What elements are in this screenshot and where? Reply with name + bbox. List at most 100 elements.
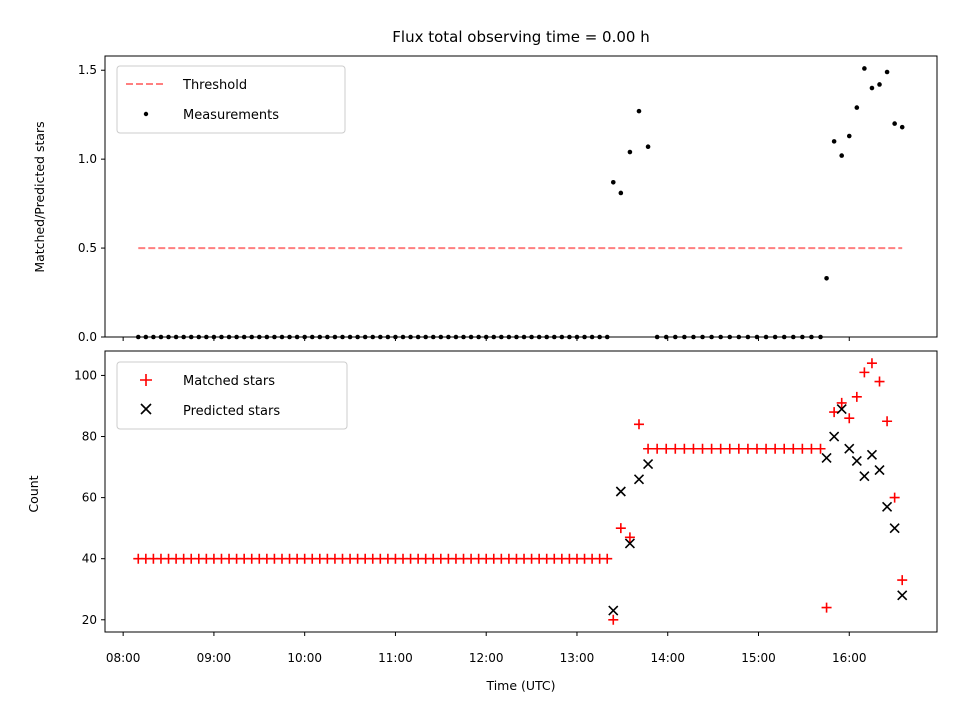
matched-star-point	[624, 532, 635, 543]
measurement-point	[196, 334, 202, 340]
measurement-point	[610, 179, 616, 185]
bottom-plot: 20 40 60 80 100 08:00 09:00 10:00 11:00 12:00 13:0…	[74, 350, 938, 665]
measurement-point	[877, 82, 882, 87]
bottom-y-axis-label: Count	[26, 475, 41, 512]
measurement-point	[143, 334, 149, 340]
measurement-point	[700, 334, 705, 340]
measurement-point	[279, 334, 285, 340]
legend-matched-label: Matched stars	[183, 374, 275, 389]
measurement-point	[763, 334, 769, 340]
measurement-point	[754, 334, 760, 340]
measurement-point	[884, 69, 890, 75]
measurement-point	[226, 334, 232, 340]
top-plot: 0.0 0.5 1.0 1.5	[78, 55, 938, 344]
matched-star-point	[715, 443, 726, 454]
predicted-star-point	[829, 431, 840, 442]
measurement-point	[582, 334, 587, 340]
x-axis-label: Time (UTC)	[485, 678, 555, 693]
measurement-point	[400, 334, 406, 340]
top-ytick-label: 1.5	[78, 63, 97, 77]
legend-predicted-swatch	[140, 403, 152, 415]
measurement-point	[264, 334, 270, 340]
predicted-star-point	[844, 443, 855, 454]
measurement-point	[809, 334, 814, 340]
bottom-axes-frame	[104, 350, 938, 633]
legend-threshold-label: Threshold	[182, 78, 247, 93]
measurement-point	[332, 334, 338, 340]
matched-star-point	[661, 443, 672, 454]
measurement-point	[370, 334, 376, 340]
predicted-star-point	[882, 501, 893, 512]
measurement-point	[663, 334, 669, 340]
matched-star-point	[815, 443, 826, 454]
measurement-point	[347, 334, 353, 340]
measurement-point	[818, 334, 823, 340]
matched-star-point	[615, 523, 626, 534]
measurement-point	[241, 334, 247, 340]
legend-matched-swatch	[140, 374, 152, 386]
measurement-point	[529, 334, 534, 340]
measurement-point	[862, 66, 867, 71]
measurement-point	[899, 124, 905, 130]
xtick-label: 12:00	[469, 651, 504, 665]
bottom-legend-frame	[116, 361, 348, 430]
measurement-point	[790, 334, 796, 340]
measurement-point	[839, 153, 844, 158]
bottom-ytick-label: 80	[82, 430, 97, 444]
measurement-point	[654, 334, 660, 340]
measurement-point	[219, 334, 224, 340]
xtick-label: 15:00	[741, 651, 776, 665]
legend-predicted-label: Predicted stars	[183, 404, 280, 419]
matched-star-point	[770, 443, 781, 454]
matched-star-point	[779, 443, 790, 454]
xtick-label: 13:00	[560, 651, 595, 665]
measurement-point	[521, 334, 527, 340]
matched-star-point	[836, 397, 847, 408]
matched-star-point	[889, 492, 900, 503]
measurement-point	[393, 334, 398, 340]
measurement-point	[415, 334, 421, 340]
measurement-point	[597, 334, 602, 340]
measurement-point	[718, 334, 723, 340]
predicted-star-point	[821, 452, 832, 463]
xtick-label: 10:00	[287, 651, 322, 665]
measurement-point	[483, 334, 489, 340]
predicted-star-point	[836, 403, 847, 415]
bottom-ytick-label: 40	[82, 552, 97, 566]
top-y-axis-label: Matched/Predicted stars	[32, 121, 47, 272]
matched-star-point	[697, 443, 708, 454]
matched-star-point	[742, 443, 753, 454]
measurement-point	[151, 334, 156, 340]
measurement-point	[362, 334, 368, 340]
predicted-star-point	[897, 590, 908, 601]
measurement-point	[294, 334, 300, 340]
measurement-point	[745, 334, 751, 340]
matched-star-point	[859, 367, 870, 378]
predicted-star-point	[889, 523, 900, 534]
measurement-point	[618, 190, 624, 196]
measurement-point	[325, 334, 330, 340]
measurement-point	[824, 276, 829, 281]
measurement-point	[378, 334, 383, 340]
measurement-point	[135, 334, 141, 340]
measurement-point	[645, 144, 651, 150]
measurement-point	[800, 334, 805, 340]
measurement-point	[287, 334, 292, 340]
matched-star-point	[866, 358, 877, 369]
top-ytick-label: 0.5	[78, 241, 97, 255]
matched-star-point	[829, 407, 840, 418]
measurement-point	[491, 334, 497, 340]
measurement-point	[468, 334, 474, 340]
xtick-label: 08:00	[106, 651, 141, 665]
matched-star-point	[679, 443, 690, 454]
matched-star-point	[688, 443, 699, 454]
top-ytick-label: 1.0	[78, 152, 97, 166]
matched-star-point	[821, 602, 832, 613]
measurement-point	[736, 334, 742, 340]
matched-star-point	[643, 443, 654, 454]
measurement-point	[256, 334, 262, 340]
measurement-point	[506, 334, 512, 340]
matched-star-point	[851, 391, 862, 402]
predicted-star-point	[624, 538, 635, 549]
matched-star-point	[751, 443, 762, 454]
